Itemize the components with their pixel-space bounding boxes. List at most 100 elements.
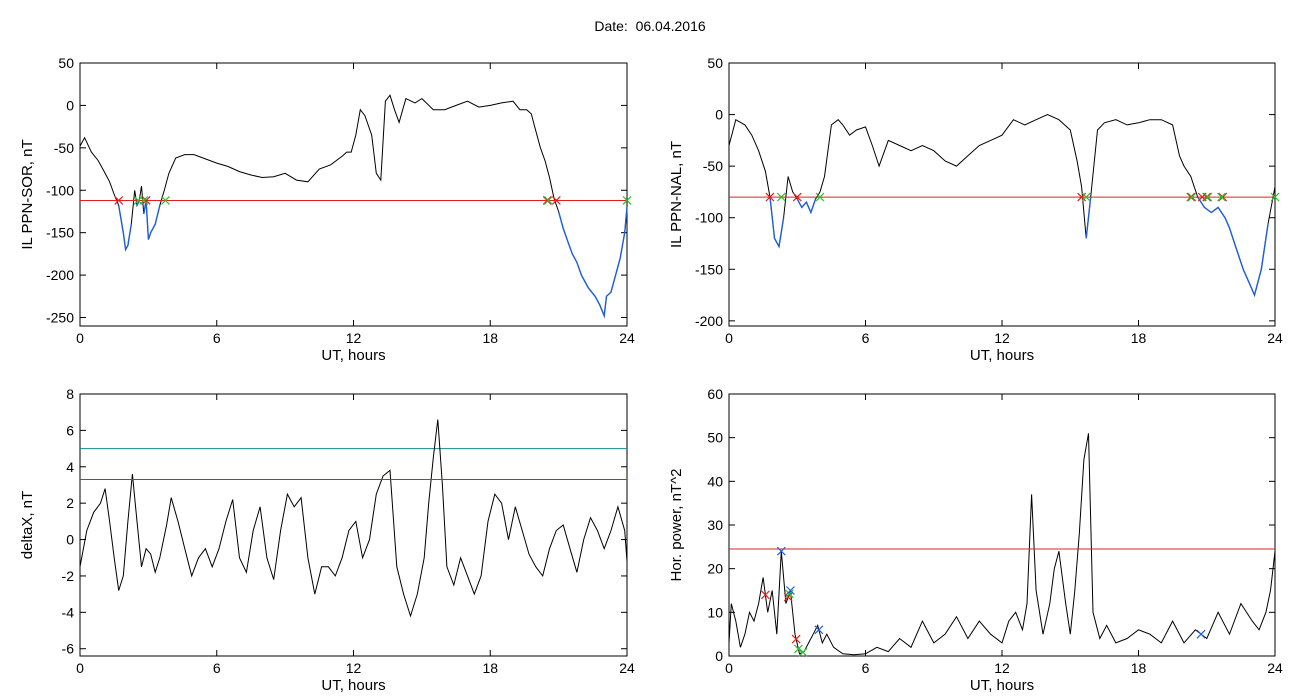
- chart-panel-hor-power: 0 6 12 18 24 60 50 40 30 20 10 0 UT, hours Hor. power…: [668, 386, 1283, 694]
- y-tick-label: -50: [54, 140, 74, 156]
- x-tick-label: 12: [994, 330, 1010, 346]
- y-tick-label: 20: [707, 561, 723, 577]
- series-line: [728, 433, 1276, 656]
- event-start-marker: [1186, 192, 1196, 202]
- x-axis-label: UT, hours: [321, 347, 385, 364]
- event-end-marker: [793, 644, 803, 654]
- event-start-marker: [114, 196, 124, 205]
- event-peak-marker: [776, 546, 786, 556]
- event-peak-marker: [1196, 629, 1206, 639]
- x-tick-label: 12: [994, 660, 1010, 676]
- y-tick-label: 0: [66, 97, 74, 113]
- y-tick-label: 0: [715, 107, 723, 123]
- x-tick-label: 24: [619, 330, 635, 346]
- x-tick-label: 12: [346, 330, 362, 346]
- event-end-marker: [139, 196, 149, 205]
- event-start-marker: [765, 192, 775, 202]
- event-start-marker: [542, 196, 552, 205]
- x-tick-label: 24: [1267, 660, 1283, 676]
- y-tick-label: 50: [707, 430, 723, 446]
- below-threshold-segment: [1197, 196, 1269, 298]
- below-threshold-segment: [769, 197, 785, 249]
- y-axis-label: IL PPN-SOR, nT: [19, 139, 36, 249]
- below-threshold-segment: [143, 200, 161, 240]
- event-peak-marker: [786, 586, 795, 595]
- figure-title: Date: 06.04.2016: [594, 18, 706, 34]
- y-tick-label: 50: [58, 55, 74, 71]
- y-tick-label: 50: [707, 55, 723, 71]
- event-end-marker: [1081, 192, 1091, 202]
- event-end-marker: [815, 192, 825, 202]
- y-tick-label: 0: [715, 648, 723, 664]
- below-threshold-segment: [796, 198, 817, 215]
- event-end-marker: [622, 196, 632, 205]
- x-tick-label: 0: [76, 330, 84, 346]
- event-start-marker: [760, 590, 770, 600]
- y-tick-label: -200: [695, 313, 723, 329]
- event-start-marker: [792, 192, 802, 202]
- series-line: [728, 114, 1276, 297]
- chart-panel-il-ppn-nal: 0 6 12 18 24 50 0 -50 -100 -150 -200 UT, hours IL PP…: [668, 55, 1283, 364]
- series-line: [79, 94, 628, 318]
- x-tick-label: 24: [1267, 330, 1283, 346]
- y-tick-label: 30: [707, 517, 723, 533]
- y-tick-label: 0: [66, 532, 74, 548]
- below-threshold-segment: [1085, 197, 1092, 239]
- y-axis-label: Hor. power, nT^2: [668, 469, 685, 582]
- y-tick-label: 40: [707, 473, 723, 489]
- y-tick-label: -150: [46, 225, 74, 241]
- x-tick-label: 6: [862, 330, 870, 346]
- event-start-marker: [141, 196, 151, 205]
- x-tick-label: 6: [213, 660, 221, 676]
- x-axis-label: UT, hours: [321, 677, 385, 694]
- event-start-marker: [551, 196, 561, 205]
- chart-panel-il-ppn-sor: 0 6 12 18 24 50 0 -50 -100 -150 -200 -250 UT, hours I…: [19, 55, 635, 364]
- x-tick-label: 24: [619, 660, 635, 676]
- chart-panel-deltax: 0 6 12 18 24 8 6 4 2 0 -2 -4 -6 UT, hours deltaX, nT: [19, 386, 635, 694]
- event-end-marker: [1187, 192, 1197, 202]
- plot-frame: [728, 393, 1276, 657]
- event-peak-marker: [814, 625, 824, 635]
- event-start-marker: [783, 592, 793, 602]
- x-axis-label: UT, hours: [970, 347, 1034, 364]
- y-tick-label: -4: [62, 604, 75, 620]
- x-axis-label: UT, hours: [970, 677, 1034, 694]
- x-tick-label: 18: [1131, 660, 1147, 676]
- y-tick-label: 6: [66, 422, 74, 438]
- x-tick-label: 18: [482, 660, 498, 676]
- event-end-marker: [784, 589, 794, 599]
- below-threshold-segment: [118, 205, 132, 252]
- y-tick-label: 8: [66, 386, 74, 402]
- x-tick-label: 0: [76, 660, 84, 676]
- y-tick-label: -200: [46, 267, 74, 283]
- y-tick-label: -50: [703, 158, 723, 174]
- series-line: [79, 419, 628, 618]
- x-tick-label: 0: [725, 660, 733, 676]
- plot-frame: [79, 62, 628, 327]
- x-tick-label: 18: [482, 330, 498, 346]
- y-tick-label: 10: [707, 604, 723, 620]
- x-tick-label: 6: [862, 660, 870, 676]
- event-start-marker: [1218, 192, 1228, 202]
- y-tick-label: -100: [695, 210, 723, 226]
- y-tick-label: -250: [46, 310, 74, 326]
- event-end-marker: [161, 196, 170, 205]
- y-tick-label: -100: [46, 182, 74, 198]
- event-end-marker: [1270, 192, 1280, 202]
- event-end-marker: [543, 196, 553, 205]
- y-tick-label: -2: [62, 568, 75, 584]
- x-tick-label: 6: [213, 330, 221, 346]
- x-tick-label: 18: [1131, 330, 1147, 346]
- y-tick-label: 2: [66, 495, 74, 511]
- event-end-marker: [1217, 192, 1226, 202]
- y-axis-label: IL PPN-NAL, nT: [668, 141, 685, 248]
- event-start-marker: [1202, 192, 1212, 202]
- event-end-marker: [1203, 192, 1213, 202]
- x-tick-label: 0: [725, 330, 733, 346]
- event-start-marker: [791, 634, 801, 644]
- y-tick-label: 60: [707, 386, 723, 402]
- event-end-marker: [776, 192, 786, 202]
- y-tick-label: -150: [695, 261, 723, 277]
- y-tick-label: 4: [66, 459, 74, 475]
